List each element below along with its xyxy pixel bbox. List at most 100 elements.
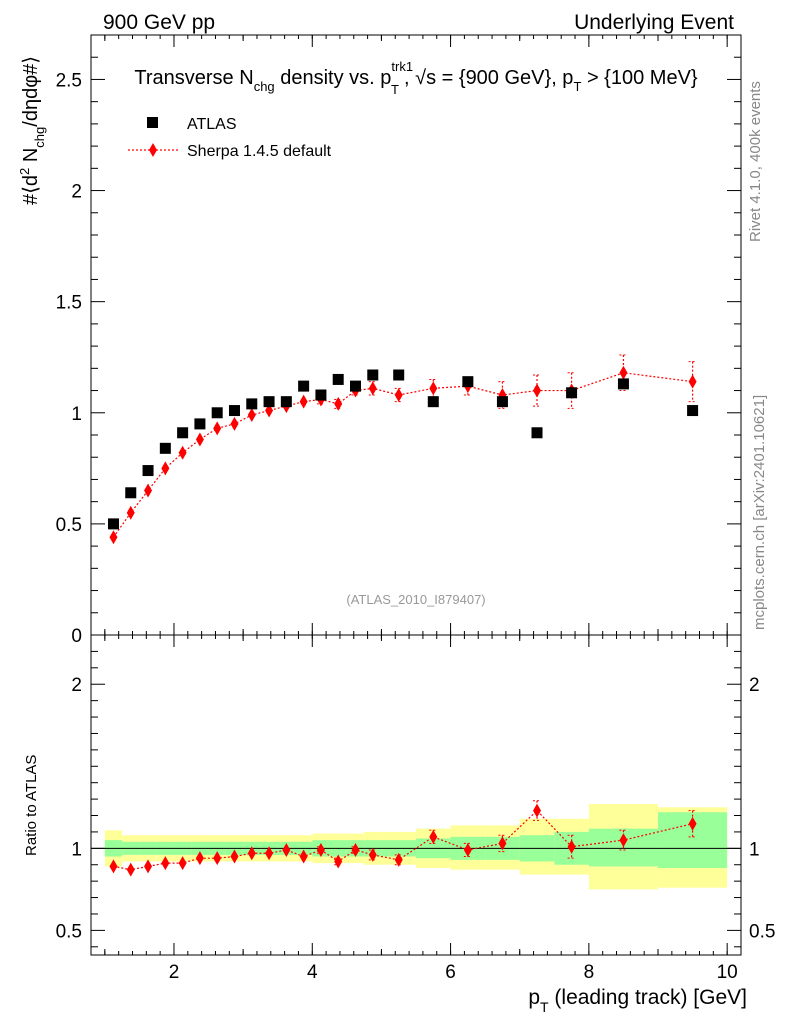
atlas-point (531, 427, 543, 439)
ratio-point (463, 842, 472, 857)
sherpa-point (299, 394, 308, 409)
y-axis-title-main: #⟨d2 Nchg/dηdφ#⟩ (17, 56, 47, 205)
sherpa-point (144, 483, 153, 498)
ratio-point (195, 851, 204, 866)
x-tick-label: 10 (717, 962, 738, 983)
x-tick-label: 8 (584, 962, 595, 983)
ratio-point (144, 859, 153, 874)
ratio-plot-frame (90, 634, 742, 956)
legend-marker-atlas (147, 117, 158, 128)
x-tick-label: 4 (307, 962, 318, 983)
y-tick-label: 0.5 (56, 515, 82, 536)
atlas-point (349, 380, 361, 392)
ratio-point (316, 842, 325, 857)
sherpa-point (334, 396, 343, 411)
rivet-label: Rivet 4.1.0, 400k events (747, 81, 764, 242)
y-tick-label: 1.5 (56, 293, 82, 314)
y-tick-label: 1 (71, 404, 82, 425)
header-left: 900 GeV pp (103, 11, 215, 34)
atlas-point (367, 369, 379, 381)
ratio-tick-label-right: 1 (749, 839, 760, 860)
sherpa-point (213, 421, 222, 436)
sherpa-point (394, 388, 403, 402)
ratio-point (265, 846, 274, 861)
axis-ticks (91, 35, 741, 955)
legend-marker-sherpa (149, 143, 157, 157)
sherpa-point (619, 365, 628, 380)
x-axis-title: pT (leading track) [GeV] (528, 986, 747, 1015)
ratio-tick-label-right: 0.5 (749, 921, 775, 942)
ratio-tick-label: 0.5 (56, 921, 82, 942)
sherpa-point (429, 381, 438, 396)
ratio-point (619, 833, 628, 848)
ratio-point (351, 842, 360, 857)
ratio-point (394, 852, 403, 867)
legend-label-atlas: ATLAS (187, 116, 237, 133)
atlas-point (263, 396, 275, 408)
atlas-point (228, 405, 240, 417)
atlas-point (177, 427, 189, 439)
legend-label-sherpa: Sherpa 1.4.5 default (187, 143, 332, 160)
plot-title: Transverse Nchg density vs. ptrk1 T, √s =… (134, 59, 698, 97)
sherpa-point (195, 432, 204, 447)
atlas-point (332, 373, 344, 385)
axis-tick-labels: 2 4 6 8 10 0 0.5 1 1.5 2 2.5 0.5 0.5 1 1 2 2 (56, 70, 776, 983)
atlas-point (125, 487, 137, 499)
mcplots-label: mcplots.cern.ch [arXiv:2401.10621] (751, 395, 768, 630)
ratio-point (213, 851, 222, 866)
sherpa-point (368, 381, 377, 396)
atlas-point (496, 396, 508, 408)
ratio-bands (91, 804, 741, 890)
atlas-point (617, 378, 629, 390)
ratio-point (161, 856, 170, 871)
ratio-point (230, 849, 239, 864)
atlas-point (427, 396, 439, 408)
ratio-point (498, 836, 507, 851)
atlas-point (566, 387, 578, 399)
sherpa-point (688, 374, 697, 389)
ratio-point (429, 829, 438, 844)
y-axis-title-ratio: Ratio to ATLAS (23, 755, 40, 856)
sherpa-point (247, 408, 256, 422)
sherpa-point (109, 530, 118, 545)
atlas-point (159, 442, 171, 454)
ratio-tick-label: 1 (71, 839, 82, 860)
ratio-point (247, 846, 256, 861)
ratio-point (282, 842, 291, 857)
y-tick-label: 2.5 (56, 70, 82, 91)
ratio-point (368, 847, 377, 862)
atlas-point (298, 380, 310, 392)
atlas-point (246, 398, 258, 410)
sherpa-series-main (109, 354, 697, 545)
atlas-point (393, 369, 405, 381)
sherpa-series-ratio (109, 800, 697, 877)
sherpa-point (533, 383, 542, 398)
sherpa-point (161, 461, 170, 476)
analysis-id: (ATLAS_2010_I879407) (346, 592, 485, 607)
ratio-point (567, 839, 576, 854)
ratio-point (109, 859, 118, 874)
atlas-point (211, 407, 223, 419)
legend: ATLAS Sherpa 1.4.5 default (128, 116, 332, 160)
atlas-point (315, 389, 327, 401)
ratio-point (126, 862, 135, 877)
sherpa-point (178, 445, 187, 460)
atlas-point (687, 405, 699, 417)
atlas-point (462, 376, 474, 388)
sherpa-line (112, 372, 693, 538)
sherpa-point (230, 416, 239, 431)
ratio-point (299, 849, 308, 864)
ratio-tick-label: 2 (71, 675, 82, 696)
atlas-point (142, 465, 154, 477)
header-right: Underlying Event (574, 11, 734, 34)
atlas-point (194, 418, 206, 430)
ratio-point (178, 856, 187, 871)
x-tick-label: 2 (169, 962, 180, 983)
sherpa-point (126, 505, 135, 520)
y-tick-label: 0 (71, 626, 82, 647)
atlas-series-main (107, 369, 699, 530)
ratio-point (533, 803, 542, 818)
atlas-point (107, 518, 119, 530)
ratio-point (688, 816, 697, 831)
